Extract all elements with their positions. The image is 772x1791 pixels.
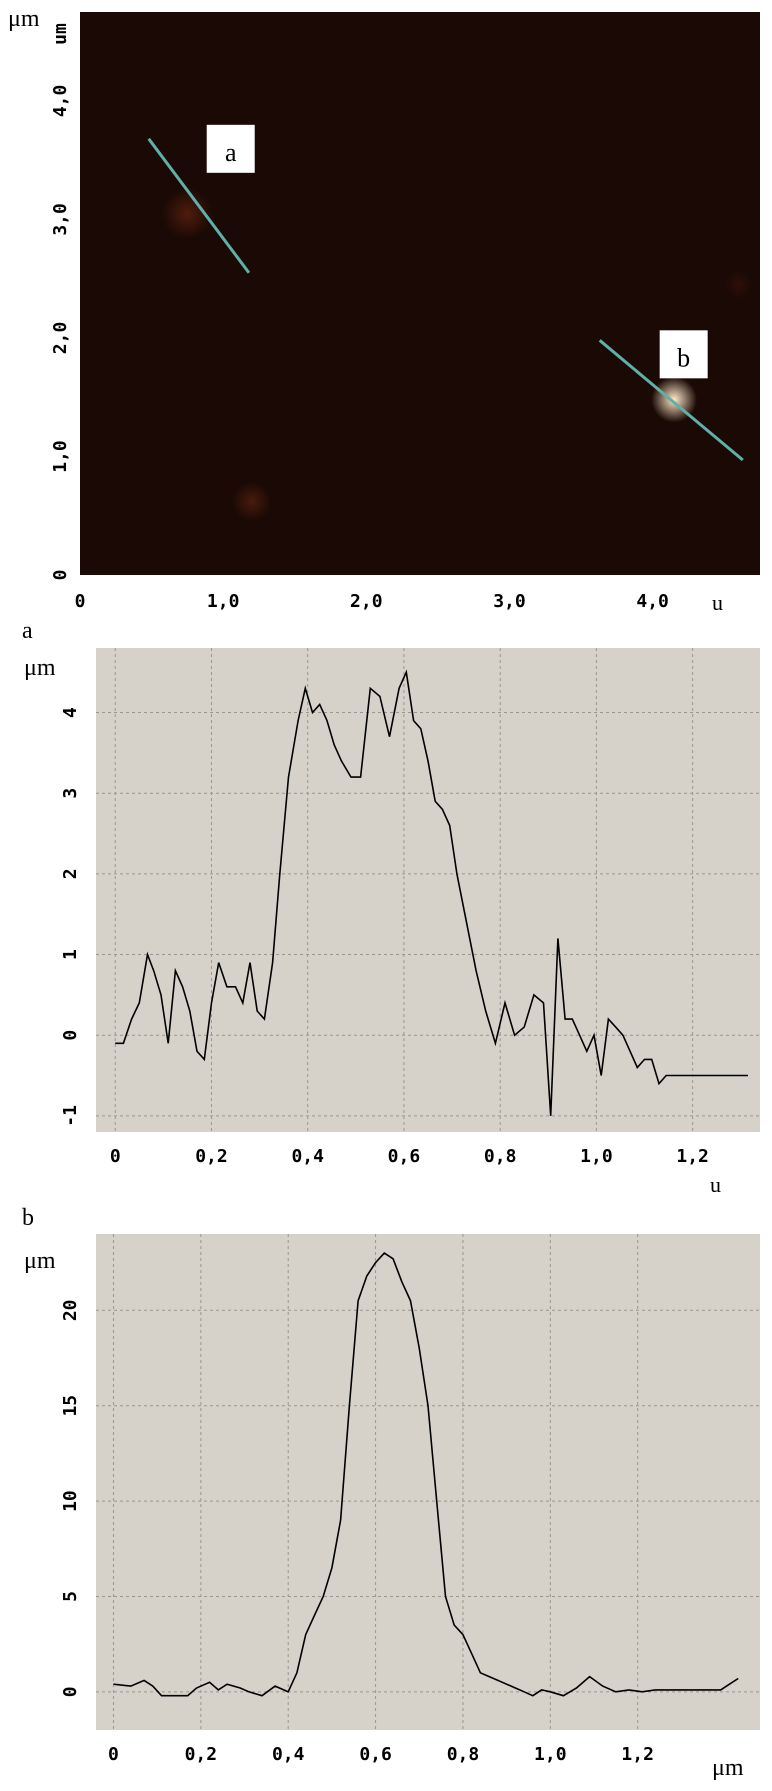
- x-tick-label: 0,6: [388, 1146, 421, 1167]
- profile-chart-a: 0 0,2 0,4 0,6 0,8 1,0 1,2 -1 0 1 2 3 4: [60, 648, 760, 1167]
- x-tick-label: 0,2: [185, 1744, 218, 1765]
- map-x-tick-label: 3,0: [493, 591, 526, 612]
- map-x-unit: u: [712, 590, 723, 615]
- map-axis-unit-top: um: [50, 23, 71, 45]
- map-y-tick-label: 0: [50, 570, 71, 581]
- map-x-tick-label: 1,0: [207, 591, 240, 612]
- x-tick-label: 0: [108, 1744, 119, 1765]
- chart-a-x-unit: u: [710, 1172, 721, 1197]
- y-tick-label: 2: [60, 868, 81, 879]
- profile-chart-b: 0 0,2 0,4 0,6 0,8 1,0 1,2 0 5 10 15 20: [60, 1234, 760, 1765]
- plot-area: [96, 1234, 760, 1730]
- profile-label-box-b: [659, 330, 708, 379]
- afm-map: a b 0 1,0 2,0 3,0 4,0 0 1,0 2,0 3,0 4,0 um: [50, 12, 760, 612]
- x-tick-label: 1,2: [621, 1744, 654, 1765]
- chart-b-label: b: [22, 1205, 34, 1231]
- x-tick-label: 0,4: [272, 1744, 305, 1765]
- y-tick-label: -1: [60, 1105, 81, 1127]
- y-tick-label: 3: [60, 788, 81, 799]
- chart-a-label: a: [22, 618, 33, 644]
- y-tick-label: 15: [60, 1395, 81, 1417]
- map-y-tick-label: 2,0: [50, 322, 71, 355]
- series-line-b: [113, 1252, 739, 1697]
- y-tick-label: 0: [60, 1686, 81, 1697]
- chart-b-y-unit: μm: [24, 1248, 56, 1274]
- profile-line-a: [147, 137, 251, 274]
- y-tick-label: 0: [60, 1030, 81, 1041]
- plot-area: [96, 648, 760, 1132]
- series-line-a: [115, 669, 748, 1116]
- profile-label-a: a: [225, 138, 237, 167]
- map-feature: [161, 187, 214, 240]
- map-x-tick-label: 4,0: [636, 591, 669, 612]
- profile-label-b: b: [677, 343, 690, 372]
- chart-b-x-unit: μm: [712, 1755, 744, 1781]
- x-tick-label: 1,0: [580, 1146, 613, 1167]
- chart-a-y-unit: μm: [24, 655, 56, 681]
- x-tick-label: 0,6: [359, 1744, 392, 1765]
- y-tick-label: 4: [60, 707, 81, 718]
- map-feature: [231, 481, 272, 522]
- x-tick-label: 0,8: [447, 1744, 480, 1765]
- x-tick-label: 0,4: [291, 1146, 324, 1167]
- map-y-tick-label: 4,0: [50, 85, 71, 118]
- x-tick-label: 0,8: [484, 1146, 517, 1167]
- map-feature: [724, 270, 753, 299]
- x-tick-label: 0: [110, 1146, 121, 1167]
- y-tick-label: 10: [60, 1490, 81, 1512]
- map-x-tick-label: 0: [75, 591, 86, 612]
- map-background: [80, 12, 760, 575]
- map-x-tick-label: 2,0: [350, 591, 383, 612]
- profile-line-b: [598, 339, 744, 462]
- profile-label-box-a: [206, 124, 255, 173]
- y-tick-label: 1: [60, 949, 81, 960]
- x-tick-label: 1,2: [676, 1146, 709, 1167]
- map-y-tick-label: 1,0: [50, 440, 71, 473]
- map-y-tick-label: 3,0: [50, 203, 71, 236]
- y-tick-label: 5: [60, 1591, 81, 1602]
- x-tick-label: 0,2: [195, 1146, 228, 1167]
- map-y-unit: μm: [8, 6, 40, 32]
- x-tick-label: 1,0: [534, 1744, 567, 1765]
- y-tick-label: 20: [60, 1299, 81, 1321]
